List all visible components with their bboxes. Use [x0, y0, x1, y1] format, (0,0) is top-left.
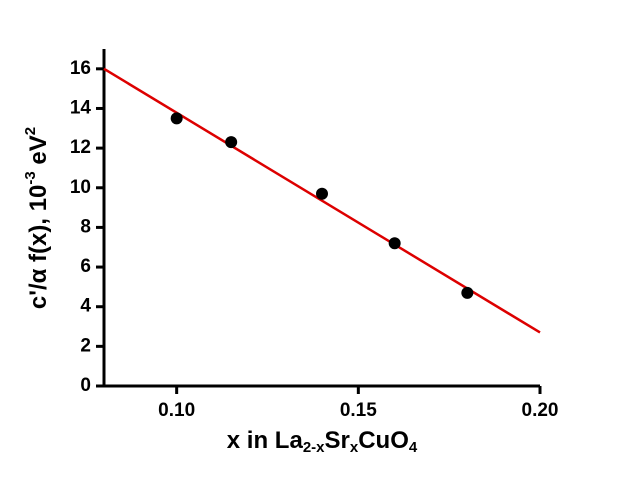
x-label-part: Sr: [325, 427, 350, 454]
x-tick-label: 0.10: [158, 400, 195, 421]
y-tick-label: 0: [80, 375, 91, 396]
y-label-sup: 2: [22, 127, 39, 135]
y-tick-label: 8: [80, 216, 91, 237]
y-tick-label: 12: [70, 137, 91, 158]
x-label-part: x in La: [227, 427, 304, 454]
y-label-part: eV: [25, 135, 52, 171]
x-tick-label: 0.15: [340, 400, 377, 421]
data-point: [316, 187, 328, 200]
data-point: [170, 112, 183, 125]
y-label-sup: -3: [22, 171, 39, 184]
x-label-sub: 2-x: [303, 439, 325, 456]
fit-line: [103, 67, 541, 334]
y-tick-label: 16: [70, 58, 91, 79]
y-tick-label: 4: [80, 296, 91, 317]
y-axis-label: c'/α f(x), 10-3 eV2: [22, 127, 52, 309]
y-tick-label: 6: [80, 256, 91, 277]
x-tick-label: 0.20: [522, 400, 559, 421]
y-tick-label: 2: [80, 335, 91, 356]
data-point: [388, 237, 401, 250]
x-label-part: CuO: [358, 427, 409, 454]
x-axis-label: x in La2-xSrxCuO4: [227, 427, 418, 456]
y-tick-label: 10: [70, 177, 91, 198]
data-point: [461, 286, 474, 299]
y-tick-label: 14: [70, 97, 92, 118]
x-label-sub: x: [350, 439, 359, 456]
y-label-part: c'/α f(x), 10: [25, 185, 52, 310]
data-point: [225, 136, 238, 149]
x-label-sub: 4: [409, 439, 418, 456]
